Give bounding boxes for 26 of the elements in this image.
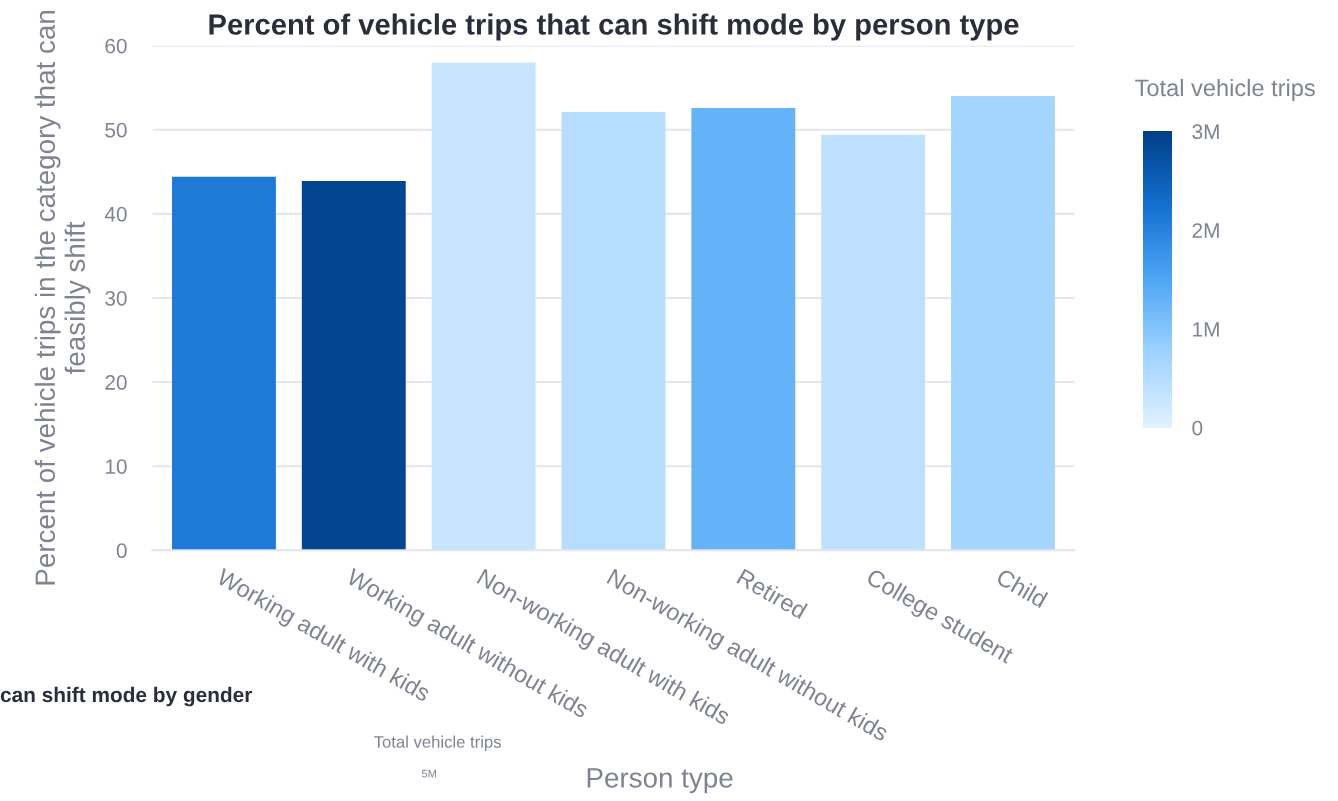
- bar: [431, 62, 536, 551]
- chart-title: Percent of vehicle trips that can shift mode by person type: [209, 13, 1019, 41]
- color-bar-label: 3M: [1192, 124, 1219, 140]
- text: can shift mode by gender: [0, 686, 253, 707]
- y-tick-label: 30: [105, 290, 127, 306]
- y-tick-label: 60: [105, 38, 127, 54]
- color-bar-title: Total vehicle trips: [1135, 78, 1315, 101]
- bar: [172, 176, 276, 551]
- color-bar-label: 2M: [1192, 223, 1219, 238]
- text: 5M: [421, 769, 436, 778]
- bar: [301, 181, 406, 551]
- y-axis-title: Percent of vehicle trips in the category that can feasibly shift: [34, 11, 91, 585]
- y-tick-label: 10: [105, 459, 127, 474]
- color-bar-label: 1M: [1193, 322, 1219, 337]
- bar: [561, 112, 666, 551]
- bar: [691, 107, 796, 551]
- y-tick-label: 0: [116, 543, 127, 559]
- x-tick-label: Child: [995, 567, 1049, 609]
- x-axis-title: Person type: [587, 768, 733, 794]
- color-bar-label: 0: [1192, 420, 1203, 436]
- y-tick-label: 50: [105, 122, 127, 138]
- bar: [821, 134, 926, 551]
- bar: [951, 96, 1055, 551]
- text: Total vehicle trips: [374, 735, 501, 752]
- y-tick-label: 40: [104, 206, 127, 222]
- y-tick-label: 20: [105, 375, 127, 390]
